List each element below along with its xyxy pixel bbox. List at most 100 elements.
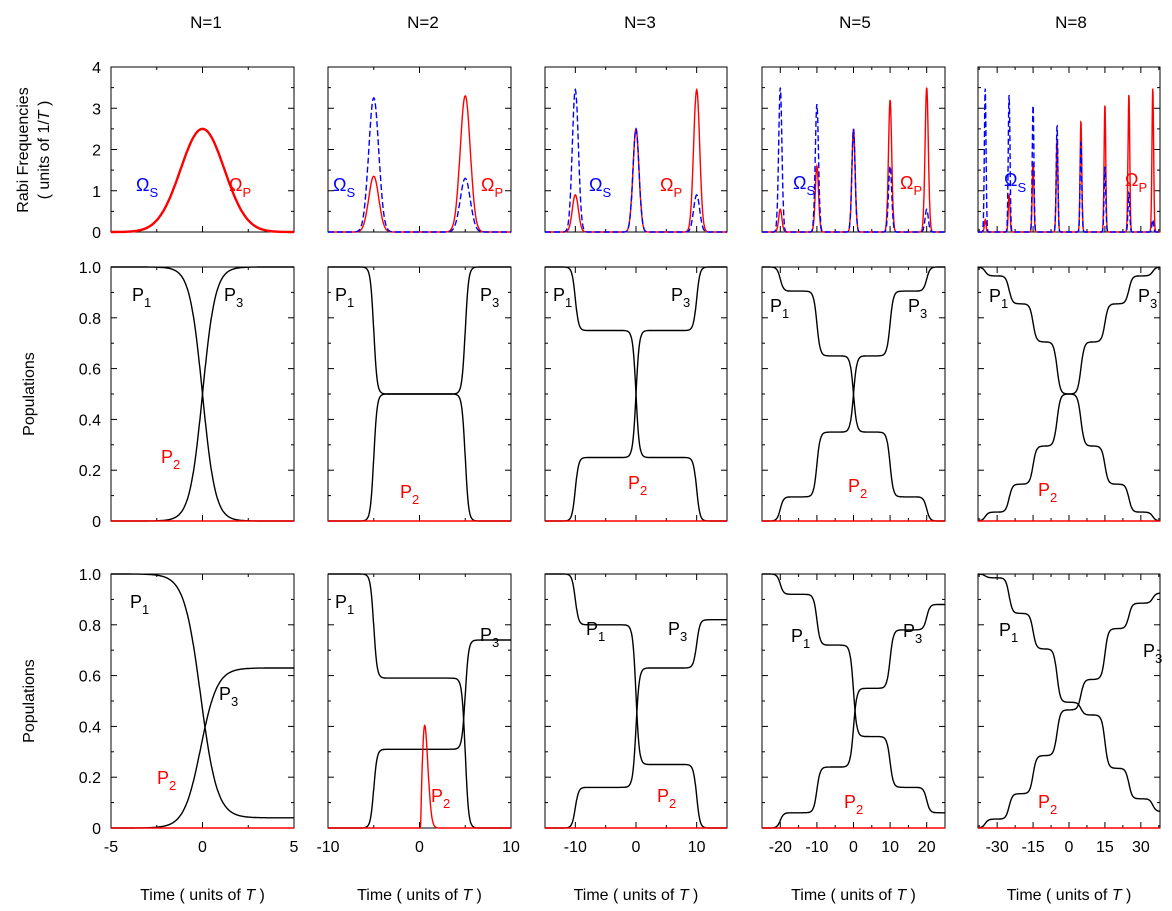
label-p3-17-sub: 3 xyxy=(231,694,238,709)
label-p3-11: P3 xyxy=(908,296,927,321)
label-omega-s-c3-base: Ω xyxy=(589,175,602,195)
panel-c3-r1-omega-s-line xyxy=(545,87,727,233)
y-tick-label: 4 xyxy=(92,60,101,77)
label-p2-12: P2 xyxy=(848,476,867,501)
label-omega-p-c5: ΩP xyxy=(1125,170,1147,195)
label-p1-28-base: P xyxy=(999,620,1011,640)
column-title-1: N=1 xyxy=(190,13,222,32)
label-omega-s-c2-base: Ω xyxy=(333,175,346,195)
label-p1-28-sub: 1 xyxy=(1011,630,1018,645)
label-p3-23: P3 xyxy=(668,619,687,644)
label-p1-4-base: P xyxy=(335,285,347,305)
label-p2-12-sub: 2 xyxy=(860,486,867,501)
label-p1-19: P1 xyxy=(335,592,354,617)
label-p3-17: P3 xyxy=(219,684,238,709)
label-p2-6-sub: 2 xyxy=(412,492,419,507)
label-p3-2-sub: 3 xyxy=(236,295,243,310)
label-omega-p-c4: ΩP xyxy=(900,173,922,198)
y-tick-label: 0.2 xyxy=(79,463,101,480)
label-p3-2-base: P xyxy=(224,285,236,305)
y-tick-label: 0 xyxy=(92,514,101,531)
panel-c5-r3-p1-line xyxy=(977,573,1160,812)
x-axis-label-1: Time ( units of T ) xyxy=(140,887,265,904)
label-p2-30: P2 xyxy=(1038,792,1057,817)
panel-c3-r3-p3-line xyxy=(545,619,727,829)
x-axis-label-unit: T xyxy=(245,887,256,904)
panel-c5-r2-p3-line xyxy=(978,266,1160,522)
label-p3-2: P3 xyxy=(224,285,243,310)
label-p3-20-sub: 3 xyxy=(492,635,499,650)
x-axis-label-close: ) xyxy=(689,887,699,904)
label-omega-p-c2: ΩP xyxy=(481,175,503,200)
label-p1-1-base: P xyxy=(132,285,144,305)
label-p2-24-base: P xyxy=(657,786,669,806)
panel-c1-r1-omega-p-line xyxy=(111,127,294,234)
label-p2-15: P2 xyxy=(1038,480,1057,505)
column-title-3: N=3 xyxy=(624,13,656,32)
y-tick-label: 2 xyxy=(92,143,101,160)
label-p1-10-base: P xyxy=(770,296,782,316)
x-axis-label-text: Time ( units of xyxy=(574,887,679,904)
panel-c3-r2-p3-line xyxy=(545,266,727,522)
label-p2-15-base: P xyxy=(1038,480,1050,500)
y-tick-label: 0.8 xyxy=(79,311,101,328)
x-tick-label: -10 xyxy=(805,839,828,856)
x-tick-label: -15 xyxy=(1022,839,1045,856)
label-p1-1: P1 xyxy=(132,285,151,310)
panel-c5-r3-p3-line xyxy=(978,592,1160,829)
label-p2-18: P2 xyxy=(157,768,176,793)
label-p1-25-base: P xyxy=(791,626,803,646)
label-omega-s-c3: ΩS xyxy=(589,175,611,200)
label-p2-18-base: P xyxy=(157,768,169,788)
label-p3-23-sub: 3 xyxy=(680,629,687,644)
label-p2-6: P2 xyxy=(400,482,419,507)
x-tick-label: 0 xyxy=(415,839,424,856)
label-p1-13: P1 xyxy=(989,286,1008,311)
x-axis-label-text: Time ( units of xyxy=(140,887,245,904)
label-p1-22-sub: 1 xyxy=(598,629,605,644)
y-tick-label: 0.6 xyxy=(79,362,101,379)
y-tick-label: 1.0 xyxy=(79,260,101,277)
label-omega-s-c1: ΩS xyxy=(136,175,158,200)
panel-c5-r1-frame xyxy=(977,66,1161,233)
label-p1-16: P1 xyxy=(130,592,149,617)
label-p1-10: P1 xyxy=(770,296,789,321)
panel-c4-r1-frame xyxy=(761,66,946,233)
label-p1-22: P1 xyxy=(586,619,605,644)
label-p1-13-base: P xyxy=(989,286,1001,306)
panel-c2-r3-p2-line xyxy=(328,724,511,829)
label-p3-29-sub: 3 xyxy=(1155,651,1162,666)
panel-c3-r3-p1-line xyxy=(545,573,727,829)
y-tick-label: 0.2 xyxy=(79,770,101,787)
label-p3-26-sub: 3 xyxy=(915,631,922,646)
x-tick-label: -30 xyxy=(986,839,1009,856)
label-p2-21-sub: 2 xyxy=(443,796,450,811)
x-axis-label-close: ) xyxy=(255,887,265,904)
label-p1-19-sub: 1 xyxy=(347,602,354,617)
y-tick-label: 0.4 xyxy=(79,719,101,736)
label-omega-p-c5-sub: P xyxy=(1138,180,1147,195)
label-p3-23-base: P xyxy=(668,619,680,639)
label-omega-s-c3-sub: S xyxy=(602,185,611,200)
x-tick-label: -10 xyxy=(316,839,339,856)
label-p2-3-base: P xyxy=(161,447,173,467)
label-p1-22-base: P xyxy=(586,619,598,639)
label-p1-4: P1 xyxy=(335,285,354,310)
label-p1-10-sub: 1 xyxy=(782,306,789,321)
y-axis-label-rabi-unit: T xyxy=(36,109,53,120)
panel-c2-r1-omega-p-line xyxy=(328,95,511,233)
label-p2-27-base: P xyxy=(844,792,856,812)
panel-c1-r1-frame xyxy=(110,66,295,233)
label-p2-30-base: P xyxy=(1038,792,1050,812)
x-axis-label-close: ) xyxy=(472,887,482,904)
panel-c2-r3-frame xyxy=(327,573,512,829)
panel-c5-r3-frame xyxy=(977,573,1161,829)
x-tick-label: 30 xyxy=(1132,839,1150,856)
label-p3-17-base: P xyxy=(219,684,231,704)
x-axis-label-close: ) xyxy=(906,887,916,904)
label-p3-20-base: P xyxy=(480,625,492,645)
label-p3-5-base: P xyxy=(480,285,492,305)
panel-c4-r3-frame xyxy=(761,573,946,829)
label-p3-14-base: P xyxy=(1138,286,1150,306)
